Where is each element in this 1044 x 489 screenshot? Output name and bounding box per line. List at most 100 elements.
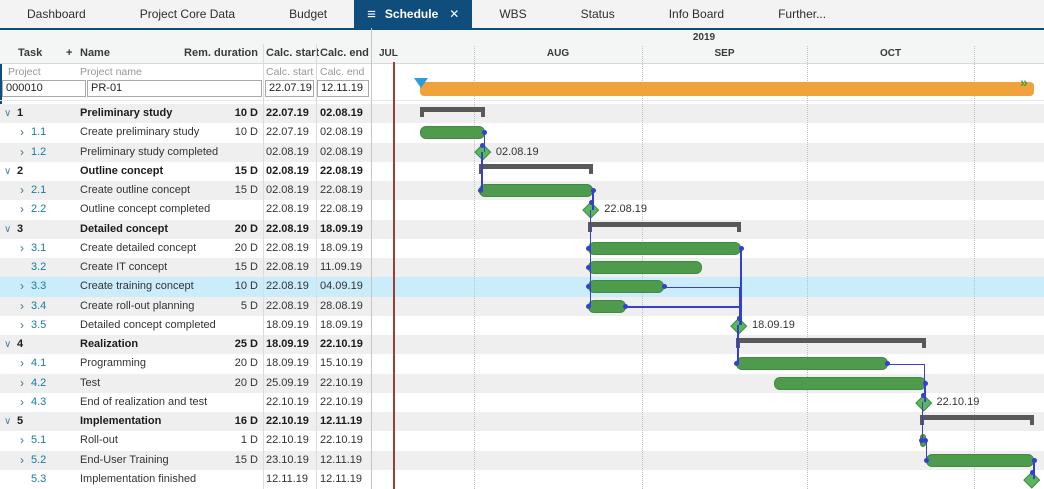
tab-further[interactable]: Further... xyxy=(778,7,827,21)
connector-dot xyxy=(586,245,592,251)
connector-dot xyxy=(586,284,592,290)
expand-caret-icon[interactable]: › xyxy=(20,356,24,371)
task-id-cell: 3.5 xyxy=(31,318,47,331)
task-duration-cell: 10 D xyxy=(234,107,258,119)
column-header-calc-end[interactable]: Calc. end xyxy=(320,47,369,59)
task-id-cell: 5.1 xyxy=(31,434,47,447)
project-calc-start-field[interactable]: 22.07.19 xyxy=(265,80,314,97)
expand-caret-icon[interactable]: › xyxy=(20,183,24,197)
task-name-cell: Implementation xyxy=(80,415,162,427)
collapse-caret-icon[interactable]: ∨ xyxy=(4,108,12,119)
task-row[interactable] xyxy=(0,392,1044,412)
summary-bar[interactable] xyxy=(920,414,1034,425)
task-row[interactable] xyxy=(0,296,1044,316)
task-row[interactable] xyxy=(0,258,1044,278)
task-bar[interactable] xyxy=(735,357,888,371)
expand-caret-icon[interactable]: › xyxy=(20,144,24,159)
task-bar[interactable] xyxy=(479,184,594,198)
dependency-line xyxy=(592,190,594,210)
summary-bar[interactable] xyxy=(419,106,485,117)
month-label: OCT xyxy=(879,48,902,59)
column-header-calc-start[interactable]: Calc. start xyxy=(266,47,320,59)
task-row[interactable] xyxy=(0,123,1044,143)
task-row[interactable] xyxy=(0,469,1044,489)
task-name-cell: Outline concept xyxy=(80,164,164,177)
task-id-cell: 4 xyxy=(17,338,24,350)
column-header-rem-duration[interactable]: Rem. duration xyxy=(184,47,258,59)
connector-dot xyxy=(590,188,596,194)
project-calc-end-field[interactable]: 12.11.19 xyxy=(317,80,369,97)
task-row[interactable] xyxy=(0,412,1044,432)
task-row[interactable] xyxy=(0,450,1044,470)
close-icon[interactable]: ✕ xyxy=(449,7,460,21)
task-row[interactable] xyxy=(0,104,1044,124)
task-start-cell: 02.08.19 xyxy=(266,164,309,177)
expand-caret-icon[interactable]: › xyxy=(20,279,24,294)
tab-project-core-data[interactable]: Project Core Data xyxy=(139,7,236,21)
task-bar[interactable] xyxy=(587,280,664,294)
expand-caret-icon[interactable]: › xyxy=(20,202,24,217)
collapse-caret-icon[interactable]: ∨ xyxy=(4,223,12,235)
tab-info-board[interactable]: Info Board xyxy=(668,7,725,21)
project-id-field[interactable]: 000010 xyxy=(2,80,86,97)
task-row[interactable] xyxy=(0,277,1044,297)
task-start-cell: 02.08.19 xyxy=(266,184,309,196)
connector-dot xyxy=(736,315,742,321)
connector-dot xyxy=(588,200,594,206)
project-bar[interactable] xyxy=(419,82,1034,96)
task-bar[interactable] xyxy=(587,241,741,255)
task-start-cell: 22.08.19 xyxy=(266,261,309,273)
task-bar[interactable] xyxy=(587,261,703,275)
task-row[interactable] xyxy=(0,431,1044,451)
expand-caret-icon[interactable]: › xyxy=(20,317,24,332)
task-end-cell: 12.11.19 xyxy=(320,415,363,427)
expand-caret-icon[interactable]: › xyxy=(20,125,24,140)
tab-status[interactable]: Status xyxy=(580,7,615,21)
tab-schedule[interactable]: ≡ Schedule ✕ xyxy=(354,0,473,28)
menu-icon[interactable]: ≡ xyxy=(367,5,376,23)
collapse-caret-icon[interactable]: ∨ xyxy=(4,339,12,350)
column-header-name[interactable]: Name xyxy=(80,47,110,59)
task-bar[interactable] xyxy=(419,126,485,140)
connector-dot xyxy=(661,284,667,290)
expand-caret-icon[interactable]: › xyxy=(20,298,24,313)
project-name-field[interactable]: PR-01 xyxy=(87,80,262,97)
tab-wbs[interactable]: WBS xyxy=(499,7,527,21)
task-end-cell: 22.10.19 xyxy=(320,338,363,350)
task-row[interactable] xyxy=(0,142,1044,162)
task-row[interactable] xyxy=(0,238,1044,258)
task-duration-cell: 10 D xyxy=(234,280,258,293)
column-header-task[interactable]: Task xyxy=(18,47,43,59)
task-bar[interactable] xyxy=(925,453,1034,467)
summary-bar[interactable] xyxy=(735,337,926,348)
task-row[interactable] xyxy=(0,219,1044,239)
connector-dot xyxy=(1029,469,1035,475)
expand-caret-icon[interactable]: › xyxy=(20,394,24,409)
header-band xyxy=(0,30,1044,64)
task-row[interactable] xyxy=(0,200,1044,220)
tab-dashboard[interactable]: Dashboard xyxy=(27,7,86,21)
expand-caret-icon[interactable]: › xyxy=(20,433,24,448)
task-bar[interactable] xyxy=(774,376,926,390)
collapse-caret-icon[interactable]: ∨ xyxy=(4,165,12,177)
summary-bar[interactable] xyxy=(587,222,741,233)
task-id-cell: 4.3 xyxy=(31,395,47,408)
task-id-cell: 4.1 xyxy=(31,357,47,370)
expand-caret-icon[interactable]: › xyxy=(20,452,24,467)
table-gantt-splitter[interactable] xyxy=(371,28,372,489)
add-column-icon[interactable]: + xyxy=(66,47,73,59)
tab-budget[interactable]: Budget xyxy=(289,7,328,21)
task-row[interactable] xyxy=(0,161,1044,181)
summary-bar[interactable] xyxy=(479,164,594,175)
dependency-line xyxy=(589,209,591,307)
task-bar[interactable] xyxy=(587,299,626,313)
task-start-cell: 22.08.19 xyxy=(266,299,309,312)
collapse-caret-icon[interactable]: ∨ xyxy=(4,416,12,427)
expand-caret-icon[interactable]: › xyxy=(20,375,24,390)
task-row[interactable] xyxy=(0,315,1044,335)
expand-caret-icon[interactable]: › xyxy=(20,240,24,255)
task-end-cell: 18.09.19 xyxy=(320,222,363,235)
column-separator xyxy=(263,44,264,489)
task-end-cell: 18.09.19 xyxy=(320,241,363,254)
connector-dot xyxy=(482,130,488,136)
